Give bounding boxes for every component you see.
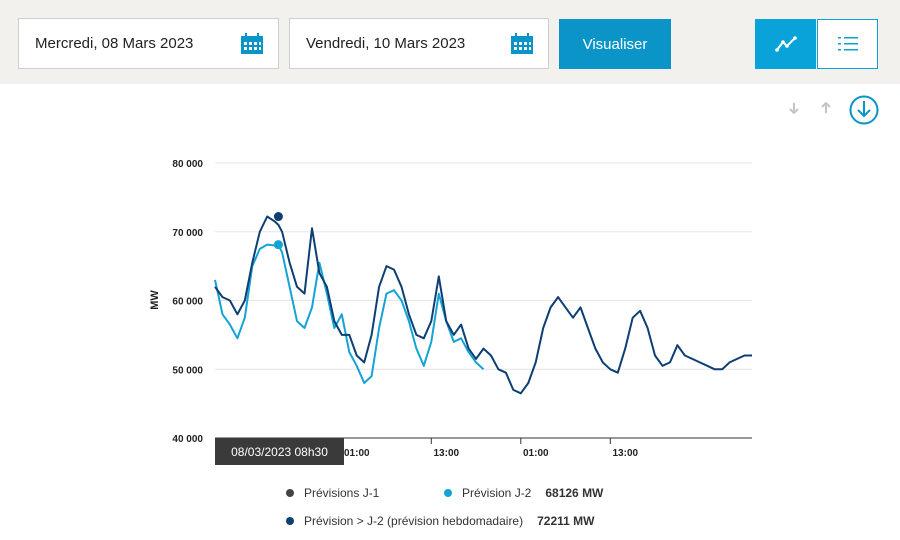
legend-item-j2[interactable]: Prévision J-2 68126 MW bbox=[444, 486, 603, 500]
x-tick-label: 01:00 bbox=[344, 448, 370, 459]
y-axis-label: MW bbox=[149, 290, 161, 310]
legend-item-j2-weekly[interactable]: Prévision > J-2 (prévision hebdomadaire)… bbox=[286, 514, 594, 528]
x-tick-label: 01:00 bbox=[523, 448, 549, 459]
y-tick-label: 80 000 bbox=[172, 159, 203, 170]
end-date-field[interactable]: Vendredi, 10 Mars 2023 bbox=[289, 18, 549, 69]
start-date-value: Mercredi, 08 Mars 2023 bbox=[35, 35, 194, 52]
legend-label: Prévision > J-2 (prévision hebdomadaire) bbox=[304, 514, 524, 528]
chart-view-button[interactable] bbox=[755, 19, 816, 69]
legend-dot bbox=[286, 489, 294, 497]
y-tick-label: 70 000 bbox=[172, 228, 203, 239]
calendar-icon[interactable] bbox=[510, 32, 534, 55]
line-chart: 40 000 50 000 60 000 70 000 80 000 01:00 13:0… bbox=[149, 159, 752, 459]
table-view-button[interactable] bbox=[817, 19, 878, 69]
arrow-down-icon[interactable] bbox=[786, 100, 802, 116]
y-tick-label: 60 000 bbox=[172, 297, 203, 308]
legend-value: 68126 MW bbox=[545, 486, 604, 500]
visualize-button[interactable]: Visualiser bbox=[559, 19, 671, 69]
legend-item-j1[interactable]: Prévisions J-1 bbox=[286, 486, 379, 500]
legend-dot bbox=[286, 517, 294, 525]
line-chart-icon bbox=[774, 36, 797, 52]
hover-marker bbox=[273, 240, 283, 250]
legend-dot bbox=[444, 489, 452, 497]
start-date-field[interactable]: Mercredi, 08 Mars 2023 bbox=[18, 18, 279, 69]
crosshair-date-label: 08/03/2023 08h30 bbox=[215, 438, 344, 465]
series-line bbox=[214, 215, 752, 395]
x-tick-label: 13:00 bbox=[613, 448, 639, 459]
y-tick-label: 50 000 bbox=[172, 365, 203, 376]
legend-label: Prévisions J-1 bbox=[304, 486, 380, 500]
x-tick-label: 13:00 bbox=[434, 448, 460, 459]
calendar-icon[interactable] bbox=[240, 32, 264, 55]
hover-marker bbox=[273, 212, 283, 222]
series-line bbox=[214, 243, 485, 384]
list-icon bbox=[837, 37, 858, 51]
download-icon[interactable] bbox=[848, 94, 880, 126]
end-date-value: Vendredi, 10 Mars 2023 bbox=[306, 35, 466, 52]
y-tick-label: 40 000 bbox=[172, 434, 203, 445]
legend-value: 72211 MW bbox=[537, 514, 595, 528]
arrow-up-icon[interactable] bbox=[818, 100, 834, 116]
filter-bar: Mercredi, 08 Mars 2023 Vendredi, 10 Mars… bbox=[0, 0, 900, 84]
legend-label: Prévision J-2 bbox=[462, 486, 532, 500]
